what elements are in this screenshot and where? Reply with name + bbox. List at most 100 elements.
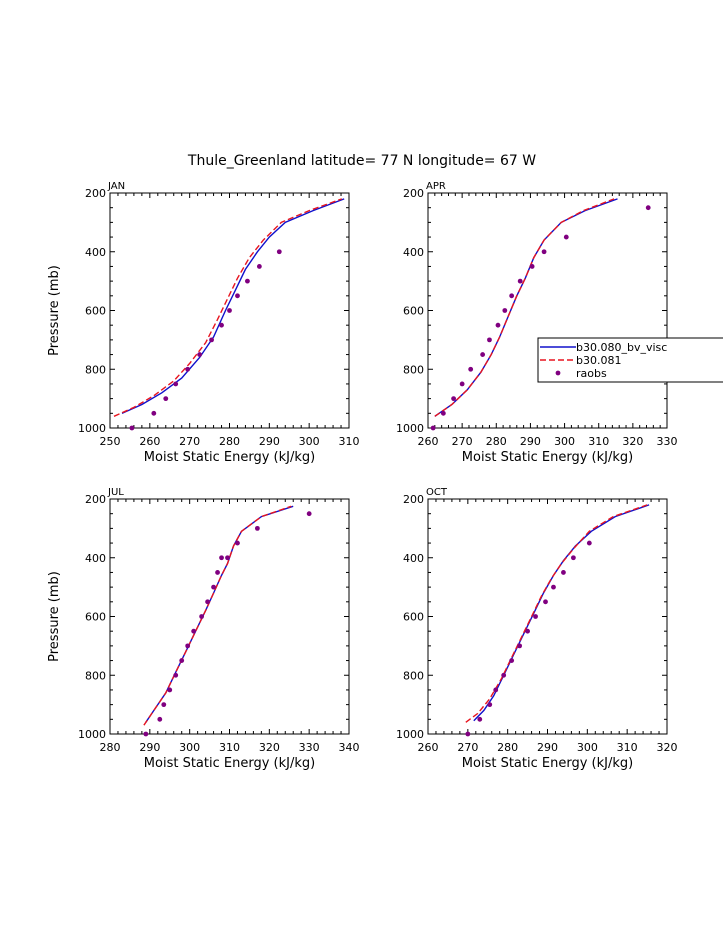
series-raobs-point <box>219 555 224 561</box>
series-b30-081-line <box>434 198 615 417</box>
y-axis-label: Pressure (mb) <box>47 265 62 356</box>
x-tick-label: 300 <box>299 435 320 448</box>
x-tick-label: 280 <box>100 741 121 754</box>
x-tick-label: 290 <box>537 741 558 754</box>
panel-jan: JAN 250 260 270 280 290 300 310 200 400 600 800 1000… <box>47 181 360 465</box>
series-raobs-point <box>645 205 651 211</box>
panel-oct: OCT 260 270 280 290 300 310 320 200 400 600 800 1000… <box>396 487 678 771</box>
plot-frame <box>109 498 350 735</box>
series-raobs-point <box>245 278 250 284</box>
series-raobs-point <box>451 396 457 402</box>
x-tick-label: 310 <box>617 741 638 754</box>
series-raobs-point <box>143 731 149 737</box>
x-tick-label: 260 <box>418 435 439 448</box>
y-tick-label: 600 <box>85 305 106 318</box>
series-raobs-point <box>493 687 499 693</box>
series-raobs-point <box>197 352 203 357</box>
x-tick-label: 270 <box>179 435 200 448</box>
series-raobs-point <box>465 731 471 737</box>
x-tick-label: 270 <box>452 435 473 448</box>
panel-label: OCT <box>426 487 448 498</box>
x-tick-label: 300 <box>577 741 598 754</box>
series-raobs-point <box>501 672 507 678</box>
series-raobs-point <box>561 570 566 575</box>
x-axis-label: Moist Static Energy (kJ/kg) <box>144 450 315 465</box>
y-tick-label: 800 <box>403 669 424 682</box>
x-tick-label: 290 <box>520 435 541 448</box>
x-tick-label: 320 <box>622 435 643 448</box>
x-tick-label: 260 <box>418 741 439 754</box>
x-axis-label: Moist Static Energy (kJ/kg) <box>462 450 633 465</box>
panel-label: JUL <box>107 487 124 498</box>
x-tick-label: 290 <box>259 435 280 448</box>
series-raobs-point <box>276 249 282 255</box>
y-tick-label: 1000 <box>396 728 424 741</box>
series-b30-081-line <box>465 504 648 723</box>
series-b30-080-bv-visc-line <box>473 504 650 722</box>
series-raobs-point <box>254 525 260 531</box>
series-raobs-point <box>199 614 205 619</box>
series-b30-080-bv-visc-line <box>121 198 345 414</box>
series-raobs-point <box>430 425 436 431</box>
panel-jul: JUL 280 290 300 310 320 330 340 200 400 600 800 1000… <box>47 487 360 771</box>
x-tick-label: 250 <box>100 435 121 448</box>
x-tick-label: 330 <box>299 741 320 754</box>
series-raobs-point <box>185 643 191 649</box>
x-tick-label: 300 <box>179 741 200 754</box>
y-tick-label: 600 <box>403 611 424 624</box>
series-raobs-point <box>551 584 556 590</box>
series-raobs-point <box>517 643 523 649</box>
legend-label: b30.081 <box>576 354 621 367</box>
y-tick-label: 1000 <box>396 422 424 435</box>
x-tick-label: 320 <box>259 741 280 754</box>
y-tick-label: 400 <box>85 552 106 565</box>
x-tick-label: 280 <box>486 435 507 448</box>
series-raobs-point <box>495 322 501 328</box>
y-axis-label: Pressure (mb) <box>47 571 62 662</box>
series-raobs-point <box>517 278 523 284</box>
series-raobs-point <box>235 540 240 546</box>
plot-frame <box>427 498 668 735</box>
series-raobs-point <box>129 425 135 431</box>
series-raobs-point <box>227 308 232 313</box>
y-tick-label: 600 <box>403 305 424 318</box>
series-raobs-point <box>215 570 220 575</box>
series-raobs-point <box>459 381 465 387</box>
series-raobs-point <box>306 511 312 517</box>
y-tick-label: 800 <box>85 669 106 682</box>
series-raobs-point <box>440 410 446 416</box>
series-raobs-point <box>191 628 197 634</box>
x-tick-label: 310 <box>588 435 609 448</box>
legend-label: b30.080_bv_visc <box>576 341 667 354</box>
x-axis-label: Moist Static Energy (kJ/kg) <box>144 756 315 771</box>
series-b30-081-line <box>143 505 292 726</box>
x-tick-label: 340 <box>339 741 360 754</box>
x-tick-label: 290 <box>139 741 160 754</box>
panel-label: JAN <box>107 181 125 192</box>
x-tick-label: 330 <box>657 435 678 448</box>
series-raobs-point <box>211 584 216 590</box>
series-raobs-point <box>477 716 483 722</box>
series-raobs-point <box>225 555 230 561</box>
y-tick-label: 200 <box>85 187 106 200</box>
x-tick-label: 270 <box>457 741 478 754</box>
x-tick-label: 310 <box>219 741 240 754</box>
y-tick-label: 600 <box>85 611 106 624</box>
x-tick-label: 300 <box>554 435 575 448</box>
series-raobs-point <box>173 381 179 387</box>
series-b30-081-line <box>113 198 343 417</box>
x-tick-label: 280 <box>497 741 518 754</box>
series-raobs-point <box>219 322 224 328</box>
series-raobs-point <box>157 716 163 722</box>
series-raobs-point <box>209 337 214 343</box>
series-raobs-point <box>205 599 210 605</box>
page-title: Thule_Greenland latitude= 77 N longitude… <box>187 153 536 169</box>
panel-label: APR <box>426 181 446 192</box>
y-tick-label: 1000 <box>78 422 106 435</box>
y-tick-label: 800 <box>403 363 424 376</box>
series-raobs-point <box>570 555 576 561</box>
x-tick-label: 320 <box>657 741 678 754</box>
series-raobs-point <box>480 352 486 357</box>
legend-label: raobs <box>576 367 607 380</box>
